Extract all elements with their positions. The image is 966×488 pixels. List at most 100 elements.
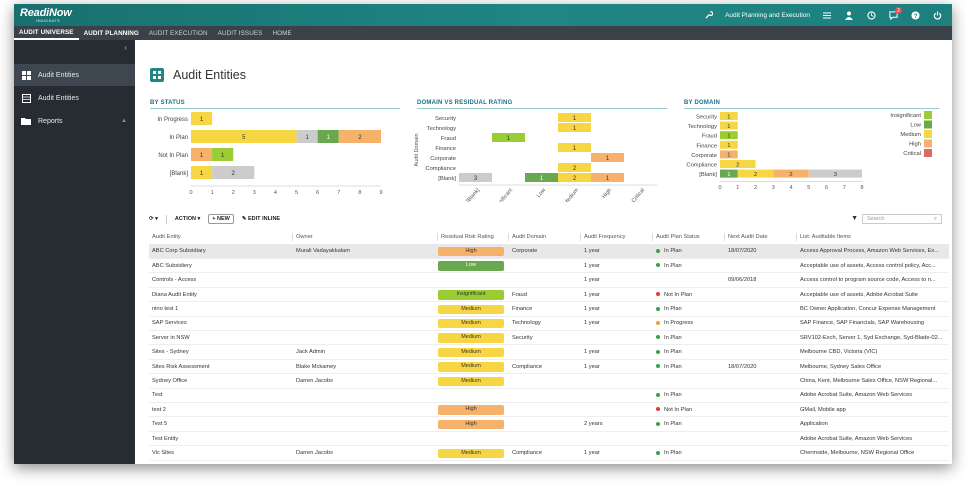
sidebar-item-audit-entities-dashboard[interactable]: Audit Entities <box>14 64 135 86</box>
new-button[interactable]: + NEW <box>208 214 234 224</box>
category-label: In Plan <box>169 135 188 141</box>
sidebar-item-reports[interactable]: Reports ▲ <box>14 110 135 132</box>
table-row[interactable]: Server in NSW Medium Security In Plan SRV102… <box>149 331 949 346</box>
tick-label: 5 <box>295 190 298 196</box>
user-icon[interactable] <box>844 10 854 20</box>
column-header[interactable]: Audit Domain <box>512 234 547 240</box>
table-row[interactable]: ABC Corp Subsidiary Murali Vadayakkalam Hi… <box>149 244 949 259</box>
status-dot-icon <box>656 407 660 412</box>
app-switcher-label[interactable]: Audit Planning and Execution <box>725 11 810 19</box>
status-dot-icon <box>656 306 660 311</box>
cell-items: BC Owner Application, Concur Expense Man… <box>800 306 936 312</box>
tick-label: 1 <box>211 190 214 196</box>
edit-inline-button[interactable]: ✎ EDIT INLINE <box>241 216 281 222</box>
help-icon[interactable]: ? <box>910 10 920 20</box>
category-label: [Blank] <box>699 172 717 178</box>
nav-audit-planning[interactable]: AUDIT PLANNING <box>83 29 139 37</box>
nav-audit-issues[interactable]: AUDIT ISSUES <box>217 29 263 37</box>
bar-segment <box>773 169 809 178</box>
menu-icon[interactable] <box>822 10 832 20</box>
risk-rating-badge: Medium <box>438 347 504 358</box>
column-header[interactable]: Next Audit Date <box>728 234 768 240</box>
rating-tick-label: Insignificant <box>491 187 515 202</box>
dashboard-icon <box>21 70 31 80</box>
filter-icon[interactable]: ▼ <box>851 215 858 222</box>
risk-rating-badge: Medium <box>438 448 504 458</box>
collapse-sidebar-icon[interactable]: ‹ <box>124 43 127 52</box>
column-header[interactable]: Audit Entity <box>152 234 181 240</box>
cell-items: Melbourne CBD, Victoria (VIC) <box>800 349 878 356</box>
table-row[interactable]: SAP Services Medium Technology 1 year In Pro… <box>149 316 949 331</box>
cell-items: Application <box>800 421 828 428</box>
refresh-icon[interactable]: ⟳ ▾ <box>149 216 158 222</box>
action-menu[interactable]: ACTION ▾ <box>174 216 201 222</box>
heatmap-cell <box>459 173 492 182</box>
legend-label: High <box>909 142 921 148</box>
app-window: ReadiNow IMAGINATE Audit Planning and Ex… <box>14 4 952 464</box>
by-domain-chart: Security 1 Technology 1 Fraud 1 Finance 1 Corpor… <box>686 111 932 191</box>
table-row[interactable]: Controls - Access 1 year 09/06/2018 Access … <box>149 273 949 288</box>
chevron-up-icon[interactable]: ▲ <box>121 118 127 124</box>
nav-home[interactable]: HOME <box>272 29 292 37</box>
table-row[interactable]: Test 5 High 2 years In Plan Application <box>149 417 949 432</box>
column-header[interactable]: Owner <box>296 234 313 240</box>
cell-entity: Server in NSW <box>152 334 190 341</box>
wrench-icon[interactable] <box>703 10 713 20</box>
cell-freq: 1 year <box>584 320 600 327</box>
tick-label: 0 <box>718 185 721 191</box>
tick-label: 2 <box>232 190 235 196</box>
page-title: Audit Entities <box>173 68 246 82</box>
column-header[interactable]: Residual Risk Rating <box>441 234 494 240</box>
column-header[interactable]: List: Auditable Items <box>800 234 851 240</box>
table-row[interactable]: Sites Risk Assessment Blake Mckamey Medium… <box>149 360 949 375</box>
cell-freq: 1 year <box>584 363 600 370</box>
cell-domain: Security <box>512 334 533 341</box>
table-row[interactable]: ABC Subsidiery Low 1 year In Plan Acceptable… <box>149 259 949 274</box>
legend-label: Critical <box>903 151 921 157</box>
table-row[interactable]: Sites - Sydney Jack Admin Medium 1 year In P… <box>149 345 949 360</box>
bar-segment <box>720 112 738 120</box>
grid-toolbar: ⟳ ▾ ACTION ▾ + NEW ✎ EDIT INLINE <box>149 213 280 225</box>
status-dot-icon <box>656 335 660 340</box>
table-row[interactable]: Diana Audit Entity Insignificant Fraud 1 ye… <box>149 288 949 303</box>
cell-value: 1 <box>573 146 577 152</box>
status-dot-icon <box>656 364 660 369</box>
table-row[interactable]: Sydney Office Darren Jacobs Medium China, K… <box>149 374 949 389</box>
tick-label: 5 <box>807 185 810 191</box>
bar-segment <box>212 166 255 179</box>
data-label: 2 <box>232 171 236 177</box>
risk-rating-badge: Medium <box>438 333 504 343</box>
sidebar-item-audit-entities-report[interactable]: Audit Entities <box>14 87 135 109</box>
sidebar-item-label: Audit Entities <box>38 94 79 102</box>
bar-segment <box>191 112 213 125</box>
bar-segment <box>720 140 738 149</box>
status-dot-icon <box>656 292 660 297</box>
table-row[interactable]: Test In Plan Adobe Acrobat Suite, Amazon W… <box>149 388 949 403</box>
search-input[interactable]: Search ⌕ <box>862 214 942 224</box>
cell-items: Adobe Acrobat Suite, Amazon Web Services <box>800 435 913 442</box>
heatmap-cell <box>558 173 591 182</box>
main-nav: AUDIT UNIVERSE AUDIT PLANNING AUDIT EXEC… <box>14 26 952 40</box>
table-row[interactable]: Vic Sites Darren Jacobs Medium Compliance 1 … <box>149 446 949 461</box>
power-icon[interactable] <box>932 10 942 20</box>
category-label: Finance <box>696 143 717 149</box>
logo-subtitle: IMAGINATE <box>36 19 61 23</box>
cell-entity: nino test 1 <box>152 306 179 312</box>
table-row[interactable]: nino test 1 Medium Finance 1 year In Plan BC … <box>149 302 949 317</box>
tick-label: 2 <box>754 185 757 191</box>
chat-icon[interactable]: 2 <box>888 7 902 20</box>
app-logo[interactable]: ReadiNow <box>20 7 72 19</box>
status-dot-icon <box>656 392 660 397</box>
table-row[interactable]: test 2 High Not In Plan GMail, Mobile app <box>149 403 949 418</box>
status-text: In Plan <box>664 450 682 456</box>
nav-audit-universe[interactable]: AUDIT UNIVERSE <box>14 26 79 40</box>
cell-freq: 1 year <box>584 291 600 298</box>
table-row[interactable]: Test Entity Adobe Acrobat Suite, Amazon W… <box>149 432 949 447</box>
domain-label: [Blank] <box>438 176 456 182</box>
nav-audit-execution[interactable]: AUDIT EXECUTION <box>148 29 208 37</box>
status-text: In Plan <box>664 349 682 356</box>
history-icon[interactable] <box>866 10 876 20</box>
column-header[interactable]: Audit Frequency <box>584 234 626 240</box>
column-header[interactable]: Audit Plan Status <box>656 234 700 240</box>
status-text: In Plan <box>664 392 682 399</box>
